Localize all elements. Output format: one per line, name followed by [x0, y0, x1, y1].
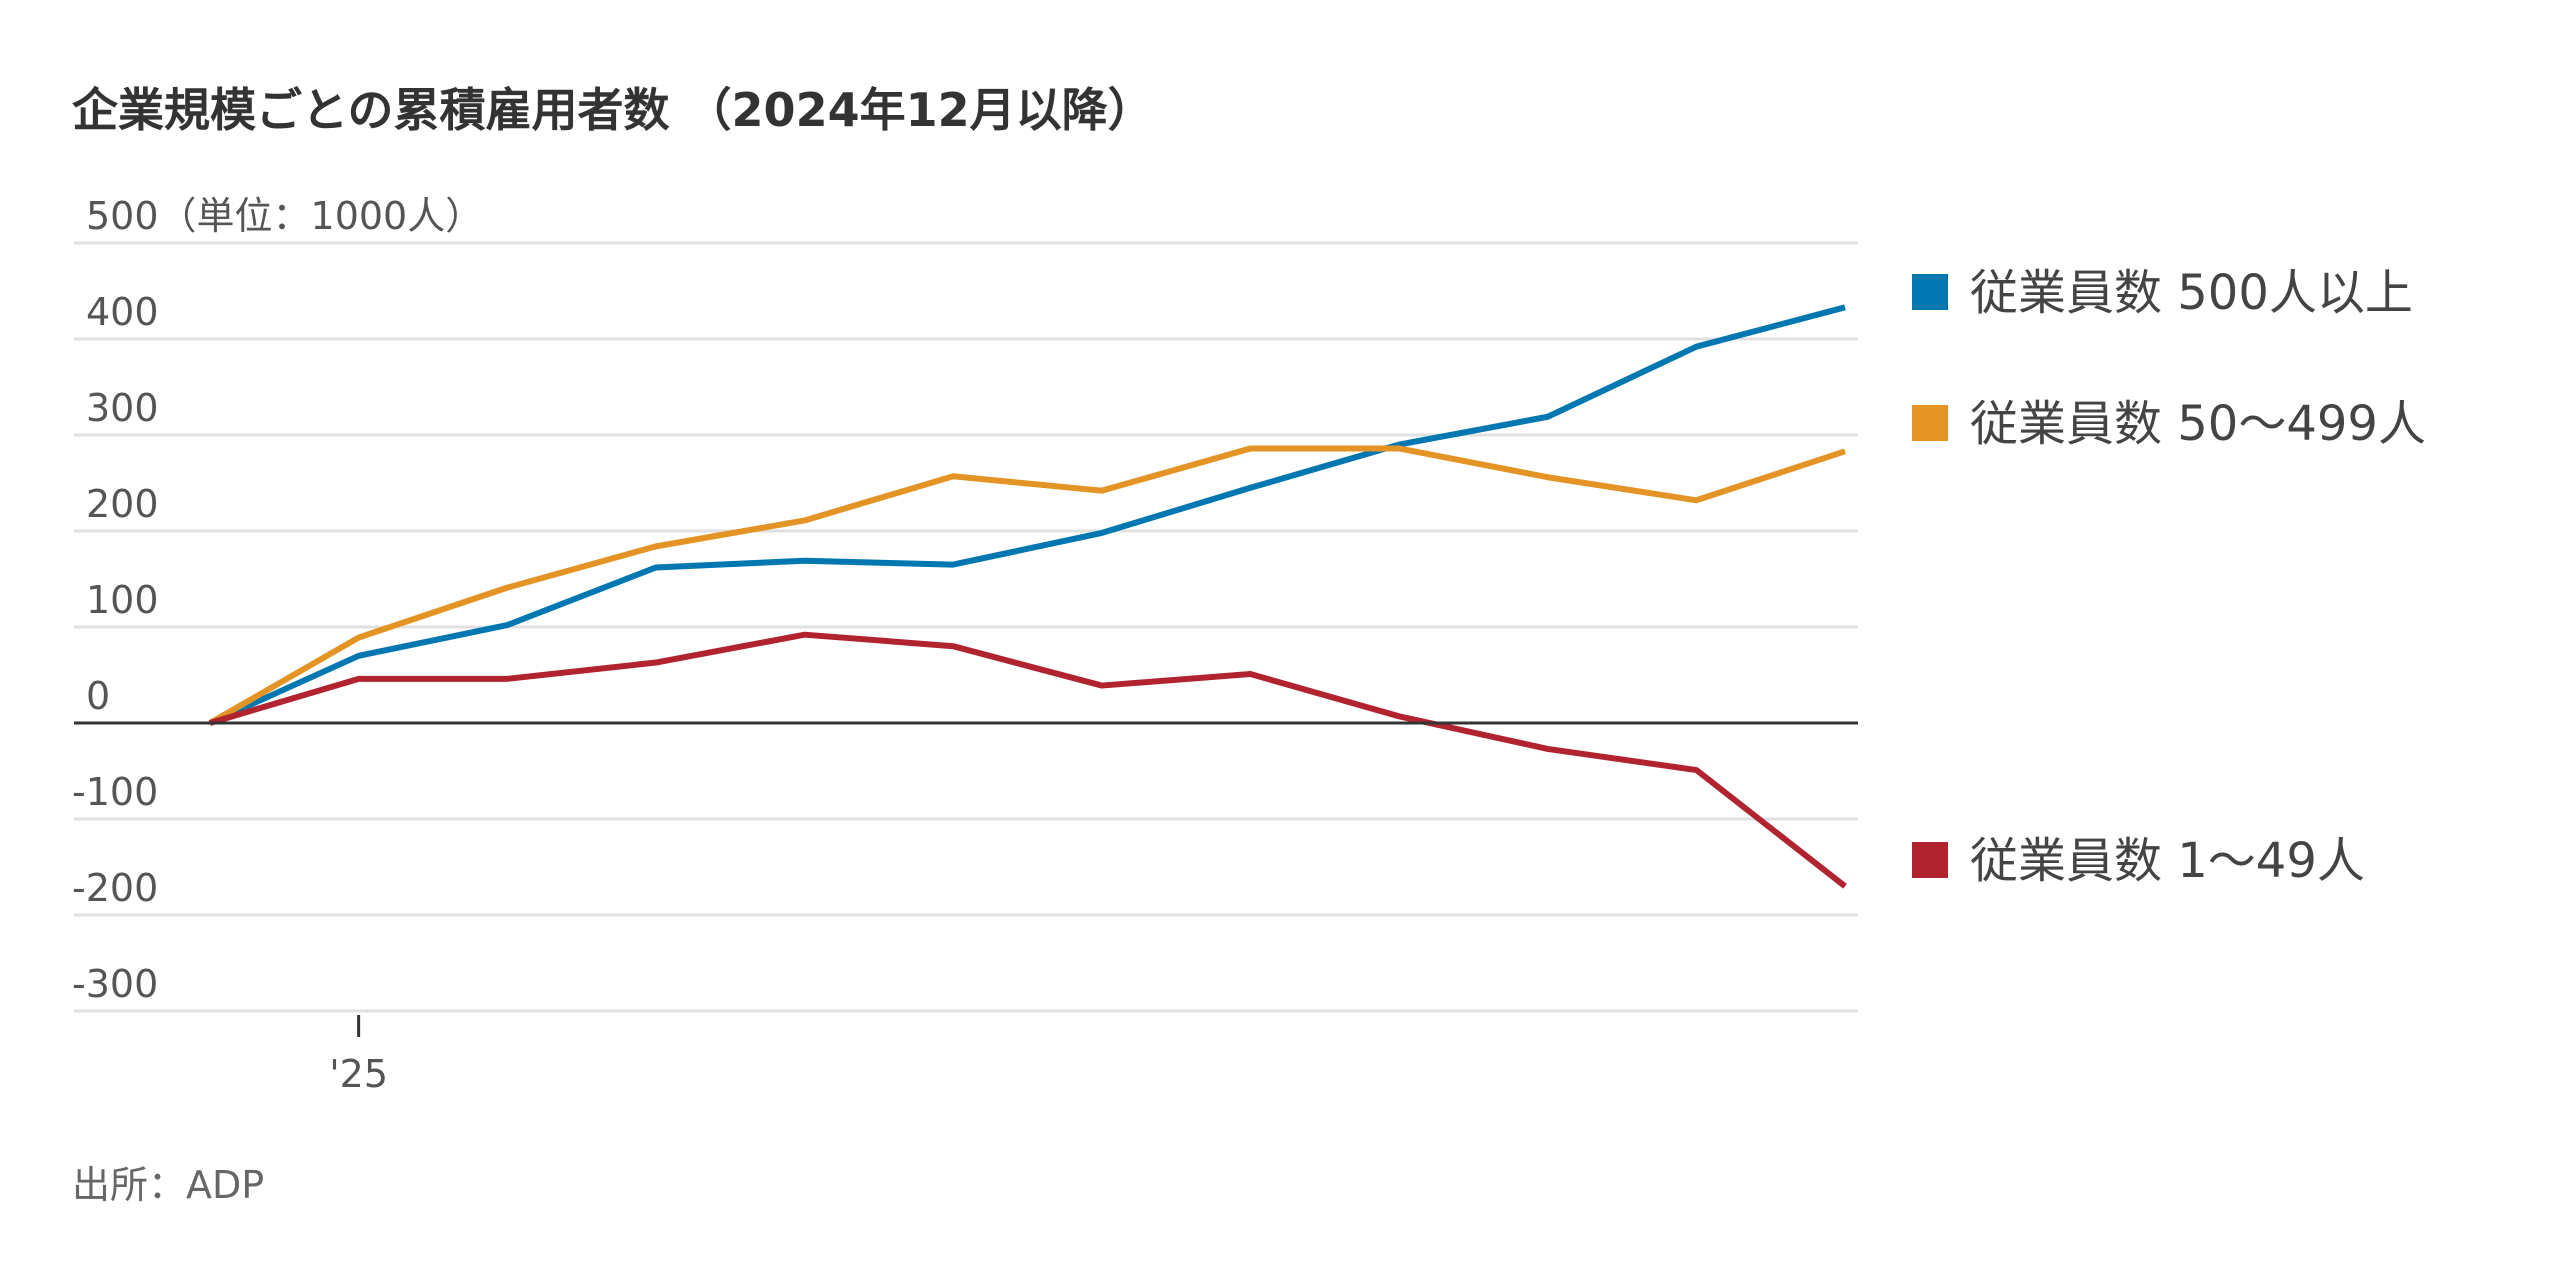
y-tick-label: 400 — [86, 290, 159, 334]
grid — [74, 241, 1858, 1013]
series-lines — [74, 304, 1858, 889]
y-tick-label: 500（単位：1000人） — [86, 194, 483, 238]
legend-swatch — [1912, 274, 1948, 310]
y-tick-label: 0 — [86, 674, 110, 718]
legend-label: 従業員数 500人以上 — [1970, 265, 2413, 321]
y-axis: 500（単位：1000人） 400 300 200 100 0 -100 -200 -300 — [72, 194, 483, 1006]
series-line-1 — [208, 445, 1846, 726]
series-line-0 — [208, 304, 1846, 726]
y-tick-label: 100 — [86, 578, 159, 622]
legend-swatch — [1912, 405, 1948, 441]
y-tick-label: -300 — [72, 962, 158, 1006]
y-tick-label: -100 — [72, 770, 158, 814]
source-note: 出所：ADP — [72, 1163, 264, 1207]
series-line-2 — [209, 631, 1847, 889]
chart-title: 企業規模ごとの累積雇用者数 （2024年12月以降） — [72, 83, 1154, 137]
legend-label: 従業員数 1〜49人 — [1970, 833, 2365, 889]
legend-swatch — [1912, 842, 1948, 878]
y-tick-label: -200 — [72, 866, 158, 910]
y-tick-label: 200 — [86, 482, 159, 526]
x-axis: '25 — [329, 1015, 388, 1096]
x-tick-label: '25 — [329, 1052, 388, 1096]
y-tick-label: 300 — [86, 386, 159, 430]
legend-label: 従業員数 50〜499人 — [1970, 396, 2426, 452]
